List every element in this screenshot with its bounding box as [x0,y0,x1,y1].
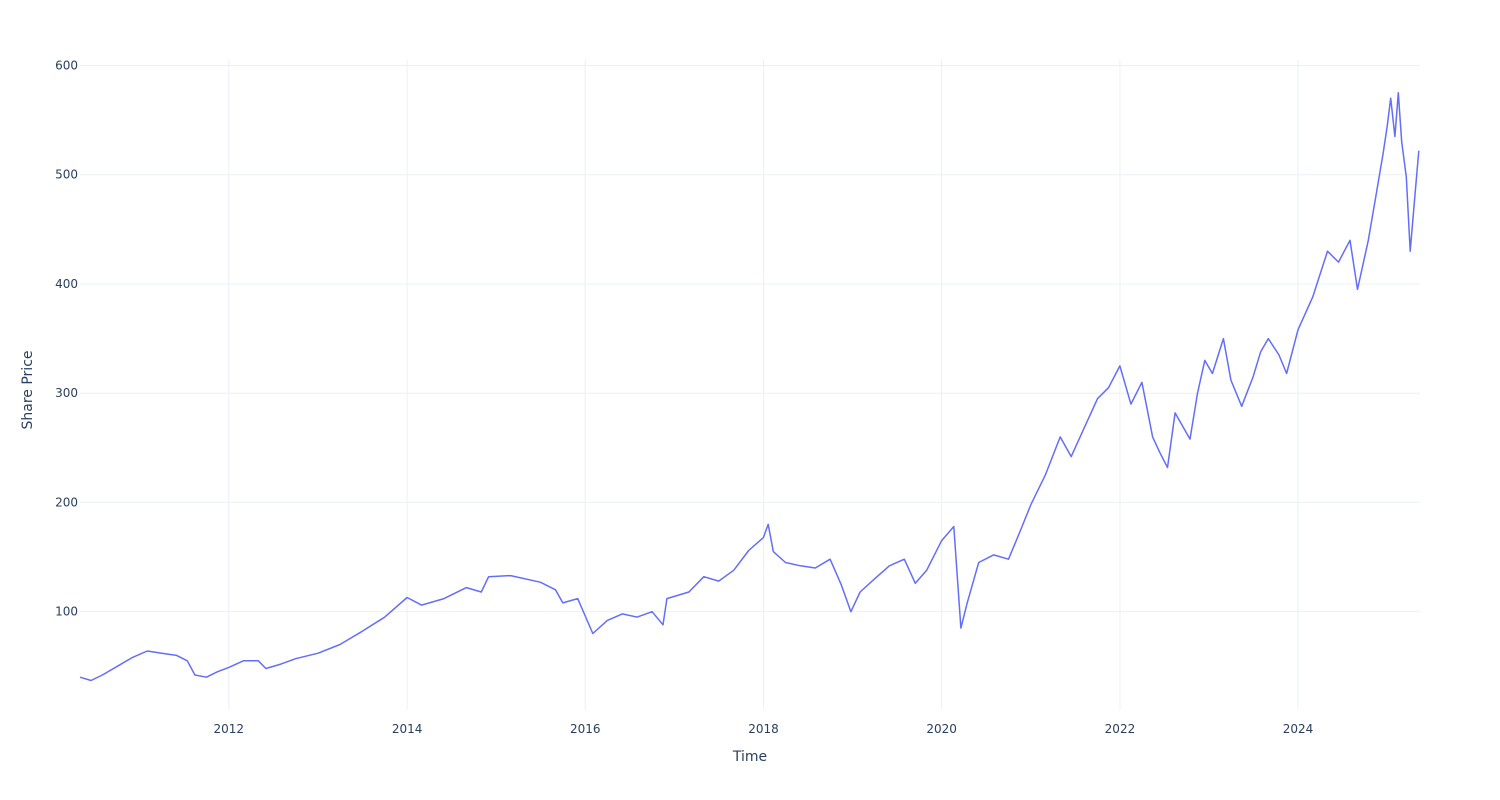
x-tick-label: 2012 [214,722,245,736]
x-axis-tick-labels: 2012 2014 2016 2018 2020 2022 2024 [214,722,1314,736]
y-axis-tick-labels: 100 200 300 400 500 600 [55,58,78,618]
x-tick-label: 2022 [1105,722,1136,736]
y-tick-label: 500 [55,168,78,182]
y-tick-label: 100 [55,605,78,619]
x-tick-label: 2016 [570,722,601,736]
share-price-series-line [79,92,1420,682]
y-gridlines [80,64,1420,613]
y-tick-label: 200 [55,495,78,509]
x-tick-label: 2014 [392,722,423,736]
x-tick-label: 2024 [1283,722,1314,736]
x-tick-label: 2018 [748,722,779,736]
x-tick-label: 2020 [926,722,957,736]
y-tick-label: 600 [55,58,78,72]
y-tick-label: 300 [55,386,78,400]
y-tick-label: 400 [55,277,78,291]
x-axis-title: Time [732,749,767,765]
y-axis-title: Share Price [20,350,36,429]
x-gridlines [228,60,1299,710]
